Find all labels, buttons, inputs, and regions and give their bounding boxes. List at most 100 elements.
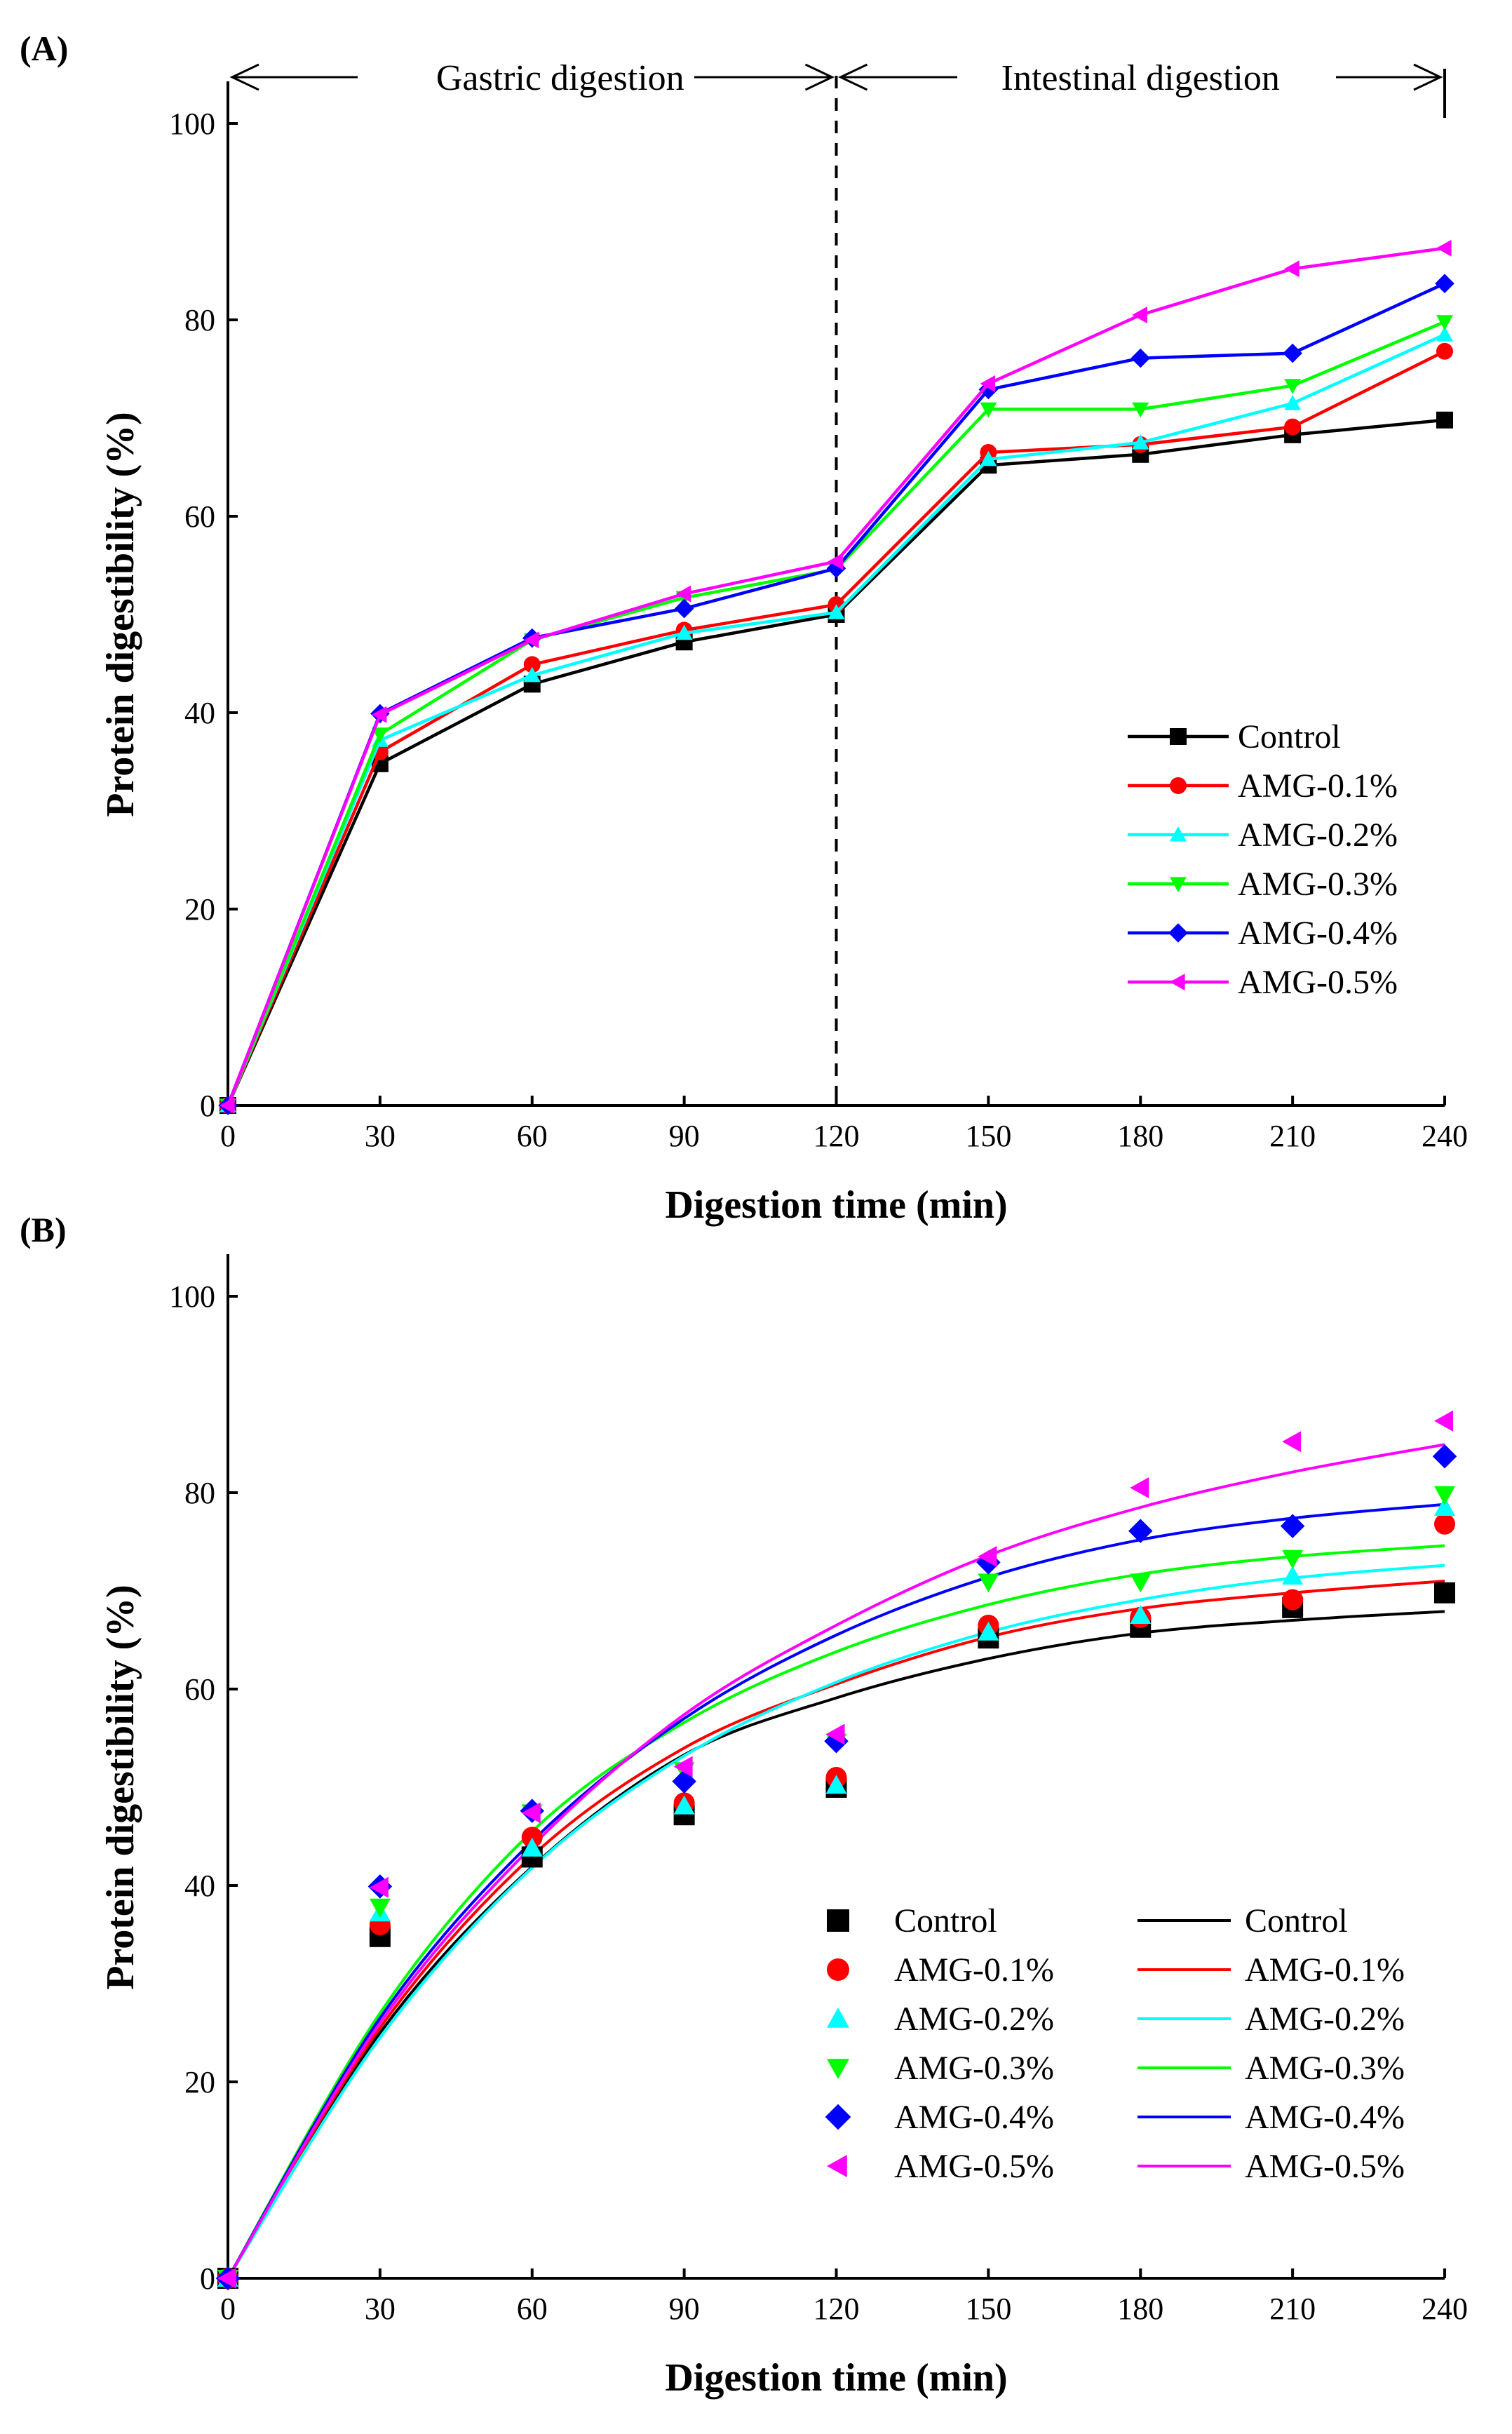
b-series-4-point — [1434, 1486, 1455, 1505]
a-gastric-arrowhead-left — [229, 63, 259, 91]
b-fit-curve-1 — [227, 1610, 1445, 2280]
b-legend-point-marker-5 — [825, 2104, 851, 2130]
b-y-axis-title: Protein digestibility (%) — [99, 1585, 142, 1990]
b-legend-point-label-4: AMG-0.3% — [894, 2050, 1054, 2087]
b-y-tick-label: 80 — [184, 1476, 215, 1510]
a-x-tick-label: 150 — [965, 1119, 1011, 1153]
a-legend-label-6: AMG-0.5% — [1238, 964, 1398, 1001]
a-gastric-arrowhead-right — [804, 63, 835, 91]
b-series-2-point — [1434, 1513, 1455, 1535]
b-x-axis-title: Digestion time (min) — [665, 2356, 1007, 2400]
b-series-3-point — [1282, 1566, 1304, 1585]
b-legend-point-label-6: AMG-0.5% — [894, 2148, 1054, 2185]
b-x-tick-label: 180 — [1117, 2292, 1163, 2326]
a-intestinal-arrowhead-right — [1413, 63, 1443, 91]
a-legend-marker-4 — [1170, 877, 1187, 892]
a-intestinal-label: Intestinal digestion — [1001, 58, 1280, 98]
a-series-6-point — [220, 1097, 235, 1114]
b-y-tick-label: 0 — [200, 2261, 215, 2296]
b-series-3-point — [673, 1795, 695, 1815]
a-y-axis-title: Protein digestibility (%) — [99, 412, 142, 817]
a-series-3-point — [1132, 434, 1149, 450]
a-x-tick-label: 120 — [814, 1119, 860, 1153]
b-series-3-point — [978, 1621, 999, 1641]
a-series-6-point — [828, 553, 844, 570]
panel-b: (B) 0 30 60 90 120 150 180 210 240 0 20 40 60 80 100 Di… — [20, 1210, 1468, 2400]
b-y-tick-label: 20 — [184, 2065, 215, 2099]
a-legend-label-3: AMG-0.2% — [1238, 816, 1398, 854]
a-x-tick-label: 0 — [220, 1119, 236, 1153]
b-legend-point-label-1: Control — [894, 1902, 997, 1939]
a-x-tick-label: 60 — [517, 1119, 548, 1153]
b-series-5-point — [1432, 1444, 1457, 1469]
b-series-6-point — [825, 1723, 845, 1745]
b-series-4-point — [369, 1898, 391, 1918]
b-series-3-point — [1434, 1497, 1455, 1516]
b-y-tick-label: 60 — [184, 1672, 215, 1707]
a-y-tick-label: 0 — [200, 1089, 215, 1123]
a-y-tick-label: 20 — [184, 892, 215, 927]
b-legend-point-marker-4 — [827, 2059, 849, 2079]
a-series-4-point — [371, 727, 389, 743]
a-series-5-point — [1435, 274, 1454, 293]
b-series-2-point — [521, 1827, 543, 1848]
a-x-axis-title: Digestion time (min) — [665, 1183, 1007, 1227]
a-series-4-point — [1132, 402, 1149, 418]
a-series-1-point — [1436, 411, 1453, 429]
a-x-tick-label: 30 — [365, 1119, 396, 1153]
b-series-5-point — [1280, 1514, 1305, 1538]
a-x-tick-label: 210 — [1269, 1119, 1316, 1153]
a-series-5-point — [1283, 343, 1302, 363]
b-series-5-point — [1128, 1519, 1153, 1543]
b-series-3-point — [521, 1837, 543, 1857]
a-series-2-point — [1284, 418, 1302, 436]
a-intestinal-arrowhead-left — [837, 63, 868, 91]
b-x-tick-label: 0 — [220, 2292, 236, 2326]
a-legend-marker-3 — [1170, 826, 1187, 842]
b-series-3-point — [1130, 1605, 1152, 1624]
b-series-3-point — [825, 1775, 847, 1794]
b-series-6-point — [1130, 1477, 1149, 1498]
a-series-4-point — [1284, 379, 1302, 394]
a-legend-marker-2 — [1170, 777, 1187, 794]
b-legend-point-marker-1 — [827, 1909, 849, 1932]
b-y-tick-label: 40 — [184, 1869, 215, 1903]
b-x-tick-label: 90 — [669, 2292, 700, 2326]
a-y-tick-label: 80 — [184, 303, 215, 337]
b-legend-point-marker-6 — [827, 2155, 847, 2177]
a-series-6-point — [1284, 260, 1300, 278]
b-x-tick-label: 240 — [1422, 2292, 1468, 2326]
b-legend-point-label-2: AMG-0.1% — [894, 1951, 1054, 1989]
b-fit-curve-5 — [227, 1502, 1445, 2280]
b-series-6-point — [217, 2268, 236, 2289]
a-series-3-point — [675, 624, 693, 640]
b-x-tick-label: 30 — [365, 2292, 396, 2326]
b-series-6-point — [1282, 1431, 1302, 1453]
a-series-3-point — [980, 450, 997, 466]
a-series-4-point — [980, 402, 997, 418]
a-legend-label-1: Control — [1238, 718, 1341, 755]
a-legend-marker-6 — [1170, 974, 1185, 990]
a-series-5-point — [1130, 348, 1151, 368]
b-series-6-point — [673, 1756, 693, 1777]
a-gastric-label: Gastric digestion — [436, 58, 684, 98]
a-y-tick-label: 60 — [184, 499, 215, 534]
b-legend-fit-label-3: AMG-0.2% — [1245, 2001, 1405, 2038]
a-x-tick-label: 180 — [1117, 1119, 1163, 1153]
b-series-2-point — [1282, 1589, 1304, 1611]
a-legend-marker-5 — [1168, 923, 1188, 943]
b-series-4-point — [978, 1573, 999, 1593]
b-series-4-point — [1282, 1549, 1304, 1569]
b-x-tick-label: 150 — [965, 2292, 1011, 2326]
b-legend-fit-label-5: AMG-0.4% — [1245, 2099, 1405, 2136]
b-series-1-point — [1434, 1582, 1455, 1603]
a-legend-marker-1 — [1170, 728, 1187, 745]
b-legend-fit-label-6: AMG-0.5% — [1245, 2148, 1405, 2185]
a-series-6-point — [980, 375, 995, 392]
a-x-tick-label: 90 — [669, 1119, 700, 1153]
b-legend-point-marker-3 — [827, 2008, 849, 2028]
b-series-4-point — [1130, 1573, 1152, 1593]
panel-a-label: (A) — [20, 29, 68, 68]
b-x-tick-label: 120 — [814, 2292, 860, 2326]
